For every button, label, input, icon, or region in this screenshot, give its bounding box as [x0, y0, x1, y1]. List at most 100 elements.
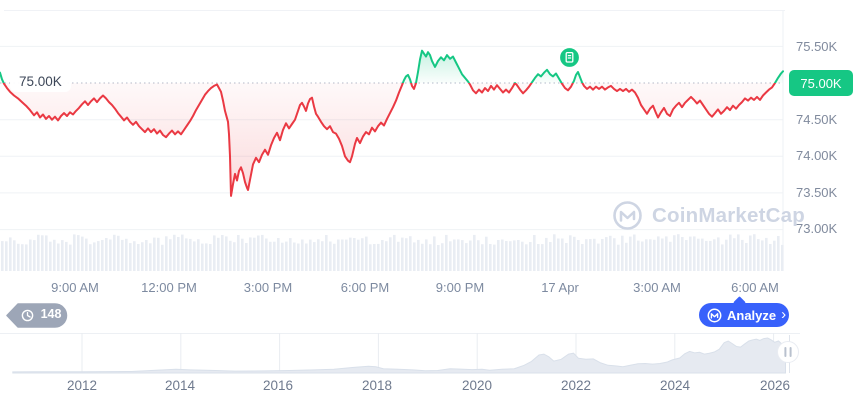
- volume-bar: [209, 244, 212, 271]
- volume-bar: [621, 235, 624, 271]
- volume-bar: [461, 240, 464, 271]
- volume-bar: [245, 243, 248, 271]
- volume-bar: [757, 239, 760, 271]
- volume-bar: [69, 244, 72, 271]
- volume-bar: [317, 239, 320, 271]
- main-chart-svg[interactable]: [0, 0, 790, 275]
- volume-bar: [553, 234, 556, 271]
- volume-bar: [361, 238, 364, 271]
- volume-bar: [629, 236, 632, 271]
- volume-bar: [89, 244, 92, 271]
- volume-bar: [169, 239, 172, 271]
- volume-bar: [681, 237, 684, 271]
- nav-year-tick: 2018: [361, 378, 393, 393]
- y-axis-tick: 74.50K: [796, 112, 838, 127]
- volume-bar: [241, 238, 244, 271]
- volume-bar: [61, 240, 64, 271]
- volume-bar: [737, 234, 740, 271]
- volume-bar: [297, 243, 300, 271]
- navigator-chart-svg[interactable]: [0, 333, 810, 378]
- volume-bar: [41, 235, 44, 271]
- volume-bar: [233, 242, 236, 271]
- volume-bar: [49, 241, 52, 271]
- volume-bar: [645, 239, 648, 271]
- volume-bar: [649, 239, 652, 271]
- volume-bar: [65, 241, 68, 271]
- volume-bar: [165, 236, 168, 271]
- volume-bar: [197, 239, 200, 271]
- volume-bar: [353, 238, 356, 271]
- volume-bar: [441, 243, 444, 271]
- x-axis-tick: 3:00 AM: [633, 280, 681, 295]
- volume-bar: [449, 241, 452, 271]
- volume-bar: [325, 235, 328, 271]
- volume-bar: [509, 241, 512, 271]
- volume-bar: [113, 234, 116, 271]
- volume-bar: [685, 240, 688, 271]
- volume-bar: [601, 239, 604, 271]
- volume-bar: [85, 238, 88, 271]
- volume-bar: [693, 236, 696, 271]
- range-handle[interactable]: [777, 341, 799, 363]
- volume-bar: [545, 237, 548, 271]
- volume-bar: [45, 235, 48, 271]
- volume-bar: [725, 239, 728, 271]
- volume-bar: [309, 239, 312, 271]
- volume-bar: [205, 243, 208, 271]
- volume-bar: [633, 234, 636, 271]
- volume-bar: [401, 237, 404, 271]
- volume-bar: [33, 240, 36, 271]
- volume-bar: [369, 244, 372, 271]
- analyze-button[interactable]: Analyze ›: [699, 303, 789, 327]
- volume-bar: [665, 236, 668, 271]
- history-badge-shape: [6, 303, 68, 328]
- volume-bar: [465, 243, 468, 271]
- volume-bar: [541, 244, 544, 271]
- volume-bar: [617, 244, 620, 271]
- chevron-right-icon: ›: [781, 306, 787, 323]
- volume-bar: [521, 241, 524, 271]
- volume-bar: [585, 239, 588, 271]
- volume-bar: [357, 239, 360, 271]
- volume-bar: [101, 240, 104, 271]
- volume-bar: [505, 241, 508, 271]
- volume-bar: [777, 236, 780, 271]
- volume-bar: [225, 236, 228, 271]
- volume-bar: [181, 234, 184, 271]
- volume-bar: [613, 238, 616, 271]
- history-count-badge[interactable]: 148: [5, 302, 69, 328]
- x-axis-tick: 3:00 PM: [243, 280, 293, 295]
- volume-bar: [385, 241, 388, 271]
- volume-bar: [533, 235, 536, 271]
- volume-bar: [273, 241, 276, 271]
- volume-bar: [149, 243, 152, 271]
- volume-bar: [589, 239, 592, 271]
- volume-bar: [657, 236, 660, 271]
- area-fill-up: [0, 50, 783, 83]
- volume-bar: [185, 238, 188, 271]
- volume-bar: [221, 235, 224, 271]
- document-icon: [565, 51, 574, 63]
- x-axis-tick: 17 Apr: [541, 280, 579, 295]
- volume-bar: [269, 241, 272, 271]
- volume-bar: [493, 244, 496, 271]
- volume-bar: [125, 238, 128, 271]
- volume-bar: [173, 234, 176, 271]
- volume-bar: [285, 241, 288, 271]
- volume-bar: [249, 237, 252, 271]
- volume-bar: [289, 238, 292, 271]
- volume-bar: [469, 240, 472, 271]
- volume-bar: [377, 243, 380, 271]
- news-event-icon[interactable]: [557, 45, 582, 70]
- volume-bar: [29, 239, 32, 271]
- nav-year-tick: 2026: [759, 378, 791, 393]
- volume-bar: [141, 242, 144, 271]
- volume-bar: [93, 242, 96, 271]
- volume-bar: [25, 244, 28, 271]
- volume-bar: [497, 240, 500, 271]
- volume-bar: [217, 237, 220, 271]
- volume-bar: [237, 235, 240, 271]
- coinmarketcap-logo-icon: [613, 201, 642, 230]
- volume-bar: [137, 244, 140, 271]
